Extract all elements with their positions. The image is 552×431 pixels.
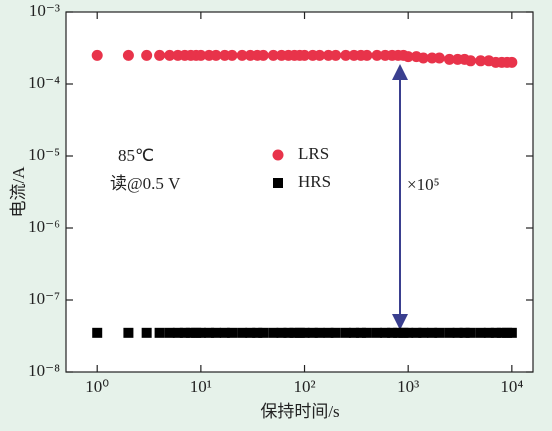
point (330, 327, 341, 338)
point (314, 327, 325, 338)
annotation: 读@0.5 V (110, 174, 181, 193)
point (475, 55, 487, 67)
point (427, 327, 438, 338)
y-tick-label: 10⁻⁴ (28, 73, 60, 92)
y-tick-label: 10⁻⁵ (28, 145, 60, 164)
point (91, 49, 103, 61)
point (490, 327, 501, 338)
point (380, 327, 391, 338)
point (92, 327, 103, 338)
point (483, 327, 494, 338)
point (323, 327, 334, 338)
legend-label: HRS (298, 172, 331, 191)
annotation: ×10⁵ (407, 175, 440, 194)
legend-label: LRS (298, 144, 329, 163)
point (164, 327, 175, 338)
point (267, 49, 279, 61)
point (299, 49, 311, 61)
y-tick-label: 10⁻⁷ (28, 289, 60, 308)
point (245, 327, 256, 338)
point (371, 49, 383, 61)
point (371, 327, 382, 338)
point (226, 49, 238, 61)
point (506, 327, 517, 338)
point (340, 327, 351, 338)
point (307, 327, 318, 338)
point (444, 327, 455, 338)
point (411, 327, 422, 338)
plot-area (65, 11, 534, 373)
point (257, 49, 269, 61)
point (465, 55, 477, 67)
point (219, 327, 230, 338)
point (418, 327, 429, 338)
point (433, 52, 445, 64)
y-tick-label: 10⁻³ (29, 1, 60, 20)
point (154, 49, 166, 61)
point (299, 327, 310, 338)
x-tick-label: 10⁴ (500, 377, 523, 396)
point (123, 327, 134, 338)
point (268, 327, 279, 338)
point (417, 52, 429, 64)
point (361, 327, 372, 338)
point (506, 56, 518, 68)
point (195, 327, 206, 338)
point (496, 327, 507, 338)
point (465, 327, 476, 338)
point (273, 178, 283, 188)
point (403, 327, 414, 338)
point (122, 49, 134, 61)
point (475, 327, 486, 338)
point (227, 327, 238, 338)
x-tick-label: 10³ (397, 377, 419, 396)
point (361, 49, 373, 61)
x-tick-label: 10¹ (190, 377, 212, 396)
point (434, 327, 445, 338)
x-tick-label: 10² (293, 377, 315, 396)
point (179, 327, 190, 338)
x-tick-label: 10⁰ (85, 377, 109, 396)
annotation: 85℃ (118, 146, 154, 165)
point (164, 49, 176, 61)
point (237, 327, 248, 338)
point (154, 327, 165, 338)
point (402, 51, 414, 63)
point (355, 327, 366, 338)
point (452, 327, 463, 338)
point (289, 327, 300, 338)
point (211, 327, 222, 338)
point (141, 49, 153, 61)
point (443, 53, 455, 65)
point (283, 327, 294, 338)
point (210, 49, 222, 61)
y-axis-label: 电流/A (9, 166, 28, 218)
y-tick-label: 10⁻⁸ (28, 361, 60, 380)
point (459, 327, 470, 338)
point (314, 49, 326, 61)
point (185, 327, 196, 338)
x-axis-label: 保持时间/s (260, 402, 339, 421)
y-tick-label: 10⁻⁶ (28, 217, 60, 236)
point (393, 327, 404, 338)
point (172, 327, 183, 338)
point (252, 327, 263, 338)
point (236, 49, 248, 61)
point (276, 327, 287, 338)
point (195, 49, 207, 61)
point (387, 327, 398, 338)
point (330, 49, 342, 61)
point (272, 149, 284, 161)
point (204, 327, 215, 338)
point (258, 327, 269, 338)
point (340, 49, 352, 61)
point (141, 327, 152, 338)
point (348, 327, 359, 338)
